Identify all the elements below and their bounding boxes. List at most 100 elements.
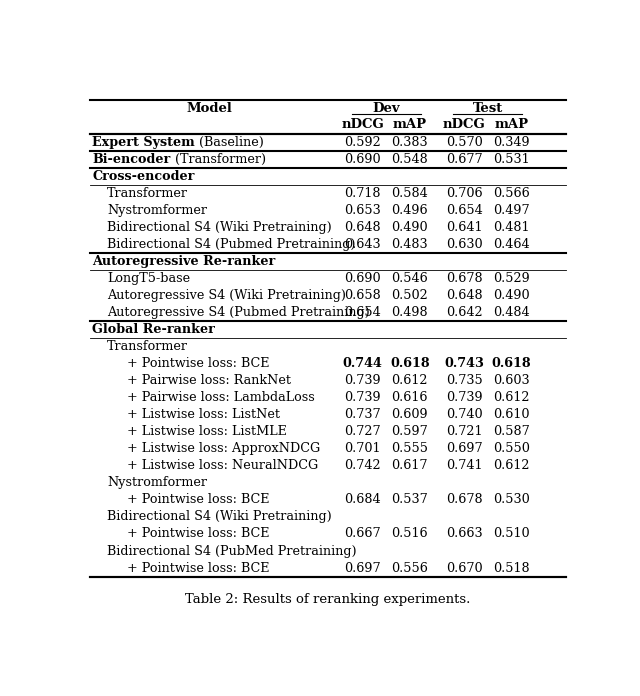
- Text: Expert System: Expert System: [92, 136, 195, 149]
- Text: 0.739: 0.739: [344, 374, 381, 387]
- Text: 0.718: 0.718: [344, 187, 381, 200]
- Text: (Baseline): (Baseline): [195, 136, 264, 149]
- Text: Autoregressive S4 (Wiki Pretraining): Autoregressive S4 (Wiki Pretraining): [108, 289, 346, 302]
- Text: 0.584: 0.584: [392, 187, 428, 200]
- Text: 0.537: 0.537: [392, 493, 428, 507]
- Text: 0.663: 0.663: [446, 528, 483, 541]
- Text: + Pairwise loss: LambdaLoss: + Pairwise loss: LambdaLoss: [127, 391, 315, 404]
- Text: 0.678: 0.678: [446, 272, 483, 285]
- Text: Table 2: Results of reranking experiments.: Table 2: Results of reranking experiment…: [186, 593, 470, 606]
- Text: Transformer: Transformer: [108, 340, 188, 353]
- Text: + Listwise loss: ListNet: + Listwise loss: ListNet: [127, 409, 280, 421]
- Text: Model: Model: [186, 102, 232, 116]
- Text: 0.739: 0.739: [344, 391, 381, 404]
- Text: 0.654: 0.654: [344, 306, 381, 319]
- Text: 0.744: 0.744: [343, 357, 383, 370]
- Text: 0.701: 0.701: [344, 442, 381, 455]
- Text: 0.570: 0.570: [446, 136, 483, 149]
- Text: 0.609: 0.609: [392, 409, 428, 421]
- Text: 0.566: 0.566: [493, 187, 530, 200]
- Text: 0.641: 0.641: [446, 221, 483, 234]
- Text: 0.612: 0.612: [493, 459, 530, 473]
- Text: Cross-encoder: Cross-encoder: [92, 170, 195, 183]
- Text: 0.618: 0.618: [492, 357, 531, 370]
- Text: 0.658: 0.658: [344, 289, 381, 302]
- Text: Transformer: Transformer: [108, 187, 188, 200]
- Text: 0.497: 0.497: [493, 204, 530, 217]
- Text: + Pairwise loss: RankNet: + Pairwise loss: RankNet: [127, 374, 291, 387]
- Text: 0.697: 0.697: [446, 442, 483, 455]
- Text: 0.516: 0.516: [392, 528, 428, 541]
- Text: 0.741: 0.741: [446, 459, 483, 473]
- Text: 0.737: 0.737: [344, 409, 381, 421]
- Text: nDCG: nDCG: [443, 118, 486, 131]
- Text: 0.481: 0.481: [493, 221, 530, 234]
- Text: + Pointwise loss: BCE: + Pointwise loss: BCE: [127, 528, 269, 541]
- Text: 0.740: 0.740: [446, 409, 483, 421]
- Text: 0.548: 0.548: [392, 152, 428, 166]
- Text: 0.490: 0.490: [493, 289, 530, 302]
- Text: Bidirectional S4 (Wiki Pretraining): Bidirectional S4 (Wiki Pretraining): [108, 221, 332, 234]
- Text: 0.743: 0.743: [444, 357, 484, 370]
- Text: 0.530: 0.530: [493, 493, 530, 507]
- Text: mAP: mAP: [495, 118, 529, 131]
- Text: 0.697: 0.697: [344, 562, 381, 575]
- Text: 0.618: 0.618: [390, 357, 429, 370]
- Text: 0.739: 0.739: [446, 391, 483, 404]
- Text: Autoregressive Re-ranker: Autoregressive Re-ranker: [92, 255, 276, 268]
- Text: 0.490: 0.490: [392, 221, 428, 234]
- Text: Autoregressive S4 (Pubmed Pretraining): Autoregressive S4 (Pubmed Pretraining): [108, 306, 370, 319]
- Text: 0.706: 0.706: [446, 187, 483, 200]
- Text: + Listwise loss: ApproxNDCG: + Listwise loss: ApproxNDCG: [127, 442, 321, 455]
- Text: 0.654: 0.654: [446, 204, 483, 217]
- Text: 0.518: 0.518: [493, 562, 530, 575]
- Text: 0.742: 0.742: [344, 459, 381, 473]
- Text: (Transformer): (Transformer): [171, 152, 266, 166]
- Text: nDCG: nDCG: [341, 118, 384, 131]
- Text: Bidirectional S4 (Pubmed Pretraining): Bidirectional S4 (Pubmed Pretraining): [108, 238, 356, 251]
- Text: Dev: Dev: [372, 102, 400, 116]
- Text: 0.653: 0.653: [344, 204, 381, 217]
- Text: 0.597: 0.597: [392, 425, 428, 438]
- Text: 0.610: 0.610: [493, 409, 530, 421]
- Text: 0.550: 0.550: [493, 442, 530, 455]
- Text: 0.690: 0.690: [344, 272, 381, 285]
- Text: 0.498: 0.498: [392, 306, 428, 319]
- Text: 0.677: 0.677: [446, 152, 483, 166]
- Text: 0.721: 0.721: [446, 425, 483, 438]
- Text: 0.464: 0.464: [493, 238, 530, 251]
- Text: 0.349: 0.349: [493, 136, 530, 149]
- Text: 0.670: 0.670: [446, 562, 483, 575]
- Text: + Pointwise loss: BCE: + Pointwise loss: BCE: [127, 493, 269, 507]
- Text: Nystromformer: Nystromformer: [108, 204, 207, 217]
- Text: 0.603: 0.603: [493, 374, 530, 387]
- Text: 0.678: 0.678: [446, 493, 483, 507]
- Text: 0.727: 0.727: [344, 425, 381, 438]
- Text: Test: Test: [472, 102, 503, 116]
- Text: 0.643: 0.643: [344, 238, 381, 251]
- Text: 0.648: 0.648: [344, 221, 381, 234]
- Text: + Pointwise loss: BCE: + Pointwise loss: BCE: [127, 357, 269, 370]
- Text: 0.529: 0.529: [493, 272, 530, 285]
- Text: 0.510: 0.510: [493, 528, 530, 541]
- Text: 0.483: 0.483: [392, 238, 428, 251]
- Text: 0.690: 0.690: [344, 152, 381, 166]
- Text: 0.612: 0.612: [392, 374, 428, 387]
- Text: 0.592: 0.592: [344, 136, 381, 149]
- Text: 0.484: 0.484: [493, 306, 530, 319]
- Text: 0.587: 0.587: [493, 425, 530, 438]
- Text: 0.546: 0.546: [392, 272, 428, 285]
- Text: LongT5-base: LongT5-base: [108, 272, 191, 285]
- Text: 0.617: 0.617: [392, 459, 428, 473]
- Text: 0.502: 0.502: [392, 289, 428, 302]
- Text: 0.531: 0.531: [493, 152, 530, 166]
- Text: + Pointwise loss: BCE: + Pointwise loss: BCE: [127, 562, 269, 575]
- Text: 0.556: 0.556: [392, 562, 428, 575]
- Text: 0.496: 0.496: [392, 204, 428, 217]
- Text: 0.612: 0.612: [493, 391, 530, 404]
- Text: Bidirectional S4 (PubMed Pretraining): Bidirectional S4 (PubMed Pretraining): [108, 544, 357, 557]
- Text: Global Re-ranker: Global Re-ranker: [92, 323, 215, 336]
- Text: + Listwise loss: NeuralNDCG: + Listwise loss: NeuralNDCG: [127, 459, 318, 473]
- Text: 0.648: 0.648: [446, 289, 483, 302]
- Text: Nystromformer: Nystromformer: [108, 476, 207, 489]
